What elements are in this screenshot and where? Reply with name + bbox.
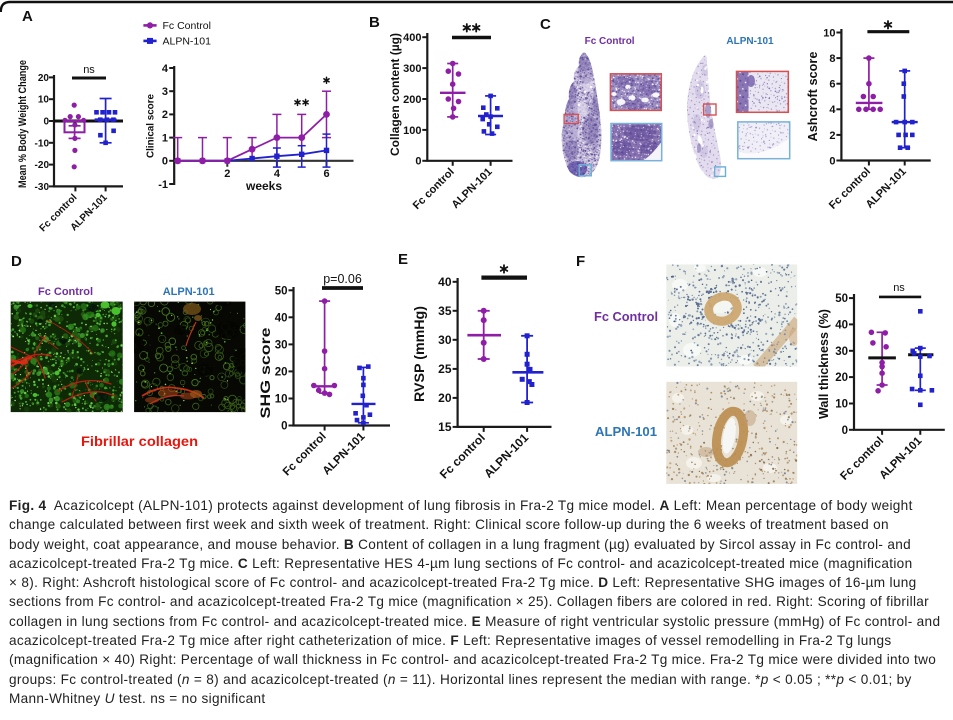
svg-text:50: 50 — [835, 293, 848, 305]
svg-text:0: 0 — [281, 421, 287, 433]
svg-text:0: 0 — [842, 425, 848, 437]
svg-text:2: 2 — [829, 130, 835, 142]
svg-text:A: A — [22, 8, 33, 25]
svg-text:4: 4 — [829, 104, 836, 116]
svg-text:0: 0 — [43, 117, 49, 128]
svg-text:200: 200 — [403, 94, 421, 106]
svg-text:Fc control: Fc control — [437, 431, 488, 482]
svg-text:30: 30 — [275, 339, 288, 351]
svg-text:20: 20 — [275, 366, 288, 378]
svg-text:40: 40 — [438, 275, 452, 289]
svg-text:Clinical score: Clinical score — [146, 94, 157, 158]
svg-text:ALPN-101: ALPN-101 — [163, 36, 212, 48]
svg-text:10: 10 — [38, 95, 50, 106]
svg-text:RVSP (mmHg): RVSP (mmHg) — [412, 306, 427, 402]
svg-text:50: 50 — [275, 285, 288, 297]
svg-text:ALPN-101: ALPN-101 — [726, 36, 774, 47]
svg-text:ALPN-101: ALPN-101 — [481, 430, 531, 480]
svg-text:Ashcroft score: Ashcroft score — [806, 51, 820, 141]
svg-text:D: D — [11, 253, 22, 270]
svg-text:ns: ns — [893, 282, 905, 294]
svg-text:C: C — [540, 16, 551, 33]
svg-text:-30: -30 — [35, 182, 50, 193]
svg-text:2: 2 — [224, 168, 230, 180]
svg-text:4: 4 — [162, 63, 169, 75]
svg-text:4: 4 — [274, 168, 281, 180]
svg-text:ALPN-101: ALPN-101 — [595, 425, 657, 439]
svg-text:Collagen content (µg): Collagen content (µg) — [388, 33, 402, 156]
svg-text:weeks: weeks — [245, 179, 282, 193]
svg-text:Fc Control: Fc Control — [163, 20, 211, 32]
svg-text:10: 10 — [275, 394, 288, 406]
svg-text:8: 8 — [829, 53, 835, 65]
svg-text:Fibrillar collagen: Fibrillar collagen — [81, 434, 198, 449]
svg-text:20: 20 — [438, 391, 452, 405]
svg-text:Fc Control: Fc Control — [585, 36, 635, 47]
svg-text:F: F — [576, 253, 585, 270]
svg-text:15: 15 — [438, 420, 452, 434]
svg-text:Fc control: Fc control — [411, 166, 457, 212]
svg-text:Fc Control: Fc Control — [594, 310, 658, 324]
svg-text:20: 20 — [835, 372, 848, 384]
svg-text:100: 100 — [403, 125, 421, 137]
svg-text:1: 1 — [162, 132, 168, 144]
svg-text:3: 3 — [162, 86, 168, 98]
svg-text:B: B — [369, 14, 380, 31]
svg-text:0: 0 — [829, 155, 835, 167]
svg-text:400: 400 — [403, 32, 421, 44]
svg-text:E: E — [398, 251, 408, 268]
svg-text:300: 300 — [403, 63, 421, 75]
svg-text:-1: -1 — [158, 179, 168, 191]
svg-text:ALPN-101: ALPN-101 — [321, 430, 368, 477]
svg-text:25: 25 — [438, 362, 452, 376]
svg-text:Fc Control: Fc Control — [38, 286, 93, 298]
svg-text:6: 6 — [829, 79, 835, 91]
svg-text:ns: ns — [83, 64, 95, 76]
svg-text:p=0.06: p=0.06 — [323, 272, 362, 286]
svg-text:35: 35 — [438, 304, 452, 318]
svg-text:ALPN-101: ALPN-101 — [163, 286, 215, 298]
svg-text:Mean % Body Weight Change: Mean % Body Weight Change — [17, 60, 29, 188]
svg-text:0: 0 — [162, 156, 168, 168]
svg-text:10: 10 — [823, 27, 835, 39]
svg-text:10: 10 — [835, 399, 848, 411]
svg-text:ALPN-101: ALPN-101 — [878, 435, 925, 482]
svg-text:40: 40 — [275, 312, 288, 324]
svg-text:40: 40 — [835, 319, 848, 331]
svg-text:-10: -10 — [35, 138, 50, 149]
svg-text:30: 30 — [438, 333, 452, 347]
svg-text:20: 20 — [38, 73, 50, 84]
svg-text:ALPN-101: ALPN-101 — [449, 166, 494, 211]
svg-text:2: 2 — [162, 109, 168, 121]
svg-text:30: 30 — [835, 346, 848, 358]
svg-text:SHG score: SHG score — [257, 327, 273, 418]
svg-text:Wall thickness (%): Wall thickness (%) — [816, 309, 831, 419]
svg-text:-20: -20 — [35, 160, 50, 171]
svg-text:6: 6 — [323, 168, 329, 180]
svg-text:0: 0 — [415, 156, 421, 168]
